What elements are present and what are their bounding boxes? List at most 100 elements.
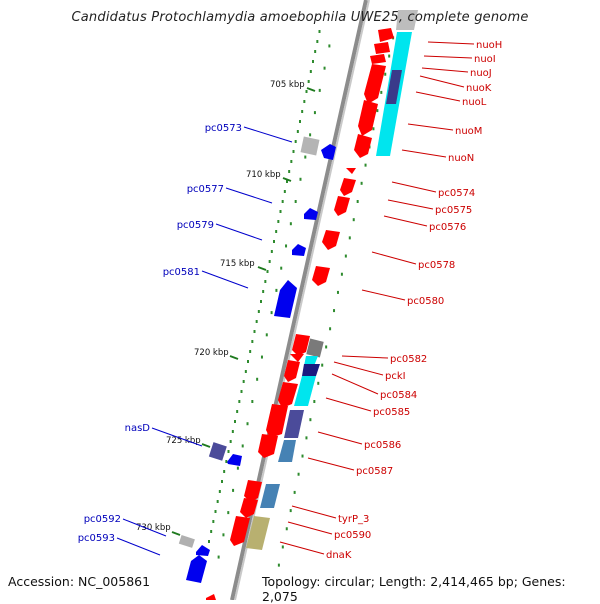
tick-dot — [277, 563, 280, 567]
gene-label-left[interactable]: pc0592 — [84, 514, 121, 525]
gene-arrow-forward[interactable] — [230, 516, 250, 546]
gene-label-right[interactable]: pc0576 — [429, 222, 466, 233]
gene-label-right[interactable]: nuoM — [455, 126, 482, 137]
gene-label-right[interactable]: pc0580 — [407, 296, 444, 307]
tick-dot — [262, 290, 265, 293]
gene-arrow-reverse[interactable] — [292, 244, 306, 256]
tick-dot — [266, 270, 269, 273]
gene-arrow-forward[interactable] — [278, 382, 298, 408]
tick-dot — [301, 110, 304, 113]
gene-label-right[interactable]: pc0574 — [438, 188, 475, 199]
gene-arrow-reverse[interactable] — [186, 555, 207, 583]
gene-arrow-forward[interactable] — [244, 480, 262, 502]
tick-dot — [329, 327, 332, 331]
cog-block — [300, 136, 320, 156]
tick-dot — [242, 380, 245, 383]
gene-label-left[interactable]: pc0579 — [177, 220, 214, 231]
tick-dot — [301, 454, 304, 458]
gene-arrow-forward[interactable] — [354, 134, 372, 158]
gene-arrow-forward[interactable] — [322, 230, 340, 250]
kbp-tick — [229, 355, 239, 360]
tick-dot — [214, 510, 217, 513]
gene-arrow-forward[interactable] — [340, 178, 356, 196]
label-leader — [423, 55, 473, 59]
gene-arrow-forward[interactable] — [378, 28, 394, 42]
label-leader — [291, 505, 337, 519]
gene-label-right[interactable]: nuoK — [466, 83, 492, 94]
gene-label-right[interactable]: nuoJ — [470, 68, 492, 79]
gene-arrow-forward[interactable] — [290, 354, 304, 362]
tick-dot — [253, 330, 256, 333]
gene-label-right[interactable]: pc0585 — [373, 407, 410, 418]
gene-label-right[interactable]: nuoH — [476, 40, 502, 51]
tick-dot — [236, 410, 239, 413]
gene-label-right[interactable]: pckI — [385, 371, 406, 382]
tick-dot — [328, 44, 331, 48]
gene-arrow-forward[interactable] — [312, 266, 330, 286]
tick-dot — [336, 290, 339, 294]
tick-dot — [218, 490, 221, 493]
gene-arrow-forward[interactable] — [240, 498, 258, 518]
cog-block — [208, 442, 227, 461]
tick-dot — [260, 355, 263, 359]
label-leader — [387, 199, 434, 210]
tick-dot — [270, 311, 273, 315]
gene-label-left[interactable]: pc0577 — [187, 184, 224, 195]
right-label-group: nuoH nuoI nuoJ nuoK nuoL nuoM nuoN pc0574 pc0575… — [279, 40, 502, 561]
tick-dot — [246, 422, 249, 426]
gene-arrow-forward[interactable] — [364, 64, 386, 104]
tick-dot — [376, 109, 379, 113]
tick-dot — [208, 540, 210, 543]
gene-label-right[interactable]: pc0587 — [356, 466, 393, 477]
gene-label-left[interactable]: pc0573 — [205, 123, 242, 134]
tick-dot — [232, 488, 235, 492]
tick-dot — [231, 430, 234, 433]
tick-dot — [247, 360, 249, 363]
tick-dot — [251, 400, 254, 403]
gene-label-right[interactable]: pc0582 — [390, 354, 427, 365]
gene-label-right[interactable]: pc0590 — [334, 530, 371, 541]
gene-label-left[interactable]: nasD — [125, 423, 151, 434]
tick-dot — [317, 381, 320, 385]
gene-arrow-reverse[interactable] — [321, 144, 336, 160]
gene-label-right[interactable]: nuoI — [474, 54, 496, 65]
gene-arrow-reverse[interactable] — [274, 280, 297, 318]
gene-label-right[interactable]: nuoN — [448, 153, 474, 164]
gene-arrow-forward[interactable] — [258, 434, 278, 458]
tick-dot — [217, 555, 220, 559]
kbp-tick — [171, 531, 181, 536]
gene-label-right[interactable]: pc0575 — [435, 205, 472, 216]
gene-label-right[interactable]: pc0586 — [364, 440, 401, 451]
label-leader — [331, 373, 379, 395]
gene-label-right[interactable]: dnaK — [326, 550, 352, 561]
label-leader — [287, 521, 333, 535]
tick-dot — [277, 220, 280, 223]
gene-label-right[interactable]: pc0578 — [418, 260, 455, 271]
gene-arrow-forward[interactable] — [266, 404, 288, 438]
cog-block — [178, 535, 195, 548]
gene-label-left[interactable]: pc0593 — [78, 533, 115, 544]
gene-arrow-forward[interactable] — [334, 196, 350, 216]
gene-arrow-forward[interactable] — [370, 54, 386, 64]
gene-label-right[interactable]: tyrP_3 — [338, 514, 369, 525]
gene-label-left[interactable]: pc0581 — [163, 267, 200, 278]
gene-arrow-reverse[interactable] — [196, 545, 210, 556]
gene-label-right[interactable]: pc0584 — [380, 390, 417, 401]
tick-dot — [388, 54, 391, 58]
tick-dot — [348, 236, 351, 240]
gene-arrow-forward[interactable] — [346, 168, 356, 174]
tick-dot — [256, 377, 259, 381]
gene-arrow-forward[interactable] — [358, 100, 378, 136]
gene-arrow-reverse[interactable] — [227, 454, 242, 466]
cog-block — [294, 376, 316, 406]
gene-label-right[interactable]: nuoL — [462, 97, 487, 108]
gene-arrow-reverse[interactable] — [304, 208, 318, 220]
gene-arrow-forward[interactable] — [206, 594, 216, 600]
label-leader — [122, 518, 167, 537]
tick-dot — [281, 545, 284, 549]
gene-arrow-forward[interactable] — [374, 42, 390, 54]
tick-dot — [316, 40, 319, 43]
tick-dot — [307, 80, 310, 83]
gene-arrow-forward[interactable] — [292, 334, 310, 356]
gene-arrow-forward[interactable] — [284, 360, 300, 382]
